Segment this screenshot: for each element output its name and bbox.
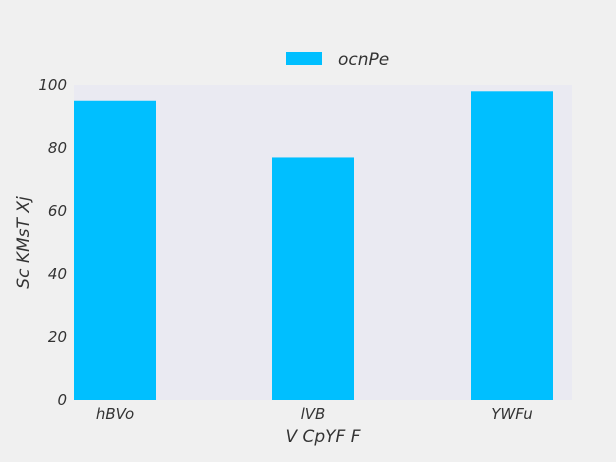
x-tick-label: YWFu [491,405,533,423]
legend-swatch [286,52,322,65]
y-tick-label: 80 [48,139,67,157]
y-axis-label: Sc KMsT Xj [14,196,34,289]
legend: ocnPe [286,50,389,70]
y-tick-label: 100 [38,76,67,94]
bar-lVB [272,157,354,400]
x-tick-label: lVB [301,405,326,423]
y-tick-label: 0 [57,391,67,409]
bar-YWFu [471,91,553,401]
x-axis-label: V CpYF F [285,427,360,447]
y-axis-ticks: 0 20 40 60 80 100 [38,76,67,409]
bar-hBVo [74,100,156,400]
y-tick-label: 60 [48,202,67,220]
legend-label: ocnPe [338,50,389,70]
y-tick-label: 40 [48,265,67,283]
x-tick-label: hBVo [96,405,134,423]
x-axis-ticks: hBVo lVB YWFu [96,405,533,423]
bars-group [74,91,553,401]
y-tick-label: 20 [48,328,67,346]
